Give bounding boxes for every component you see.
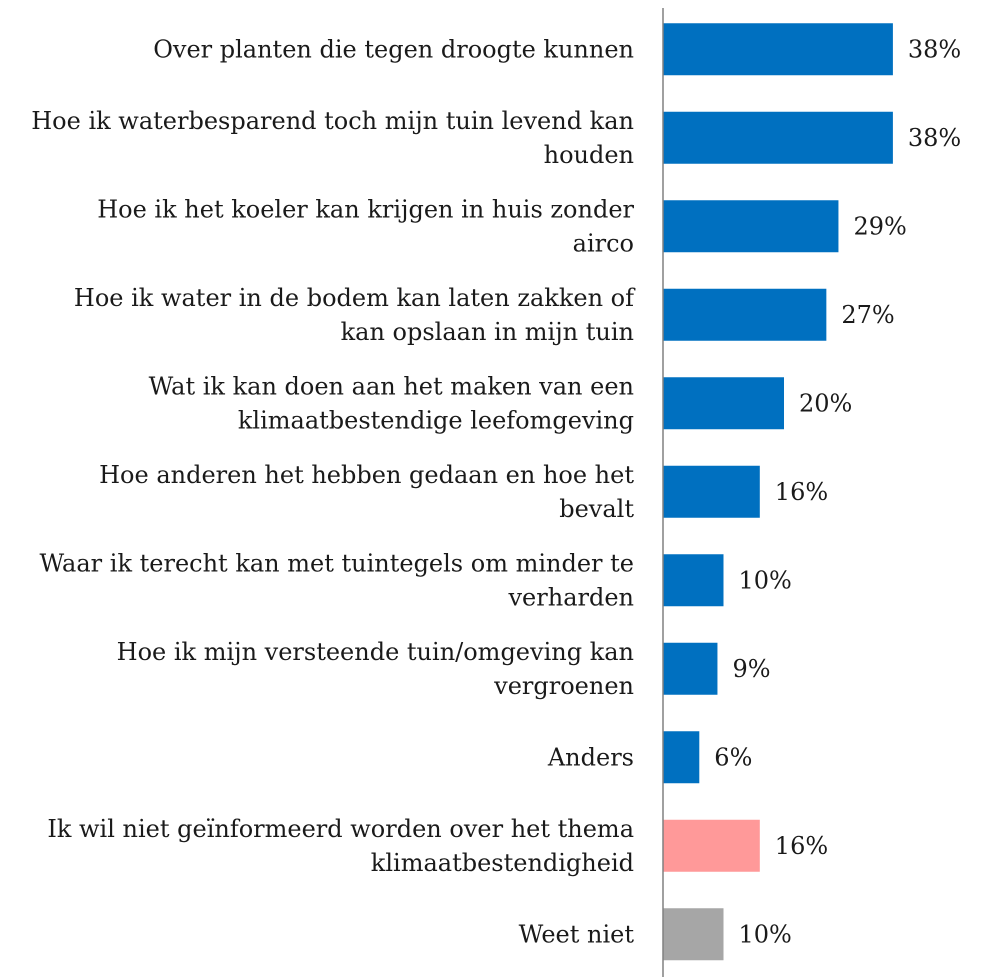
category-labels-layer: Over planten die tegen droogte kunnen Hoe… [31, 35, 636, 948]
bar-5 [663, 377, 784, 430]
bar-10 [663, 819, 760, 872]
category-label-6-line-1: Hoe anderen het hebben gedaan en hoe het [99, 461, 634, 489]
value-label-11: 10% [739, 920, 792, 948]
category-label-5-line-1: Wat ik kan doen aan het maken van een [149, 372, 634, 400]
value-label-3: 29% [853, 212, 906, 240]
category-label-11-line-1: Weet niet [519, 920, 635, 948]
bar-4 [663, 288, 827, 341]
category-label-2-line-1: Hoe ik waterbesparend toch mijn tuin lev… [31, 107, 634, 135]
value-label-9: 6% [714, 743, 752, 771]
category-label-9-line-1: Anders [547, 743, 634, 771]
category-label-1: Over planten die tegen droogte kunnen [153, 35, 634, 63]
value-label-4: 27% [841, 301, 894, 329]
category-label-7-line-1: Waar ik terecht kan met tuintegels om mi… [39, 549, 634, 577]
category-label-10-line-2: klimaatbestendigheid [371, 849, 634, 877]
category-label-8-line-1: Hoe ik mijn versteende tuin/omgeving kan [117, 638, 634, 666]
category-label-5: Wat ik kan doen aan het maken van een kli… [149, 372, 634, 434]
category-label-2-line-2: houden [544, 141, 634, 169]
category-label-4: Hoe ik water in de bodem kan laten zakke… [74, 284, 636, 346]
category-label-6: Hoe anderen het hebben gedaan en hoe het… [99, 461, 634, 523]
bar-1 [663, 23, 893, 76]
value-label-1: 38% [908, 35, 961, 63]
category-label-7-line-2: verharden [508, 583, 635, 611]
category-label-7: Waar ik terecht kan met tuintegels om mi… [39, 549, 634, 611]
bar-7 [663, 554, 724, 607]
bar-2 [663, 111, 893, 164]
category-label-6-line-2: bevalt [559, 495, 634, 523]
category-label-11: Weet niet [519, 920, 635, 948]
category-label-10: Ik wil niet geïnformeerd worden over het… [47, 815, 634, 877]
category-label-4-line-1: Hoe ik water in de bodem kan laten zakke… [74, 284, 636, 312]
value-labels-layer: 38% 38% 29% 27% 20% 16% 10% 9% 6% 16% 10% [714, 35, 961, 948]
category-label-4-line-2: kan opslaan in mijn tuin [341, 318, 634, 346]
bar-3 [663, 200, 839, 253]
category-label-8: Hoe ik mijn versteende tuin/omgeving kan… [117, 638, 634, 700]
category-label-2: Hoe ik waterbesparend toch mijn tuin lev… [31, 107, 634, 169]
category-label-9: Anders [547, 743, 634, 771]
value-label-6: 16% [775, 478, 828, 506]
bar-11 [663, 908, 724, 961]
category-label-10-line-1: Ik wil niet geïnformeerd worden over het… [47, 815, 634, 843]
category-label-1-line-1: Over planten die tegen droogte kunnen [153, 35, 634, 63]
value-label-7: 10% [739, 566, 792, 594]
value-label-10: 16% [775, 832, 828, 860]
bars-layer [663, 23, 893, 961]
value-label-8: 9% [732, 655, 770, 683]
value-label-2: 38% [908, 124, 961, 152]
category-label-3: Hoe ik het koeler kan krijgen in huis zo… [97, 195, 634, 257]
bar-8 [663, 642, 718, 695]
category-label-3-line-2: airco [573, 229, 634, 257]
category-label-5-line-2: klimaatbestendige leefomgeving [238, 406, 634, 434]
bar-9 [663, 731, 700, 784]
value-label-5: 20% [799, 389, 852, 417]
category-label-3-line-1: Hoe ik het koeler kan krijgen in huis zo… [97, 195, 634, 223]
bar-6 [663, 465, 760, 518]
category-label-8-line-2: vergroenen [493, 672, 634, 700]
